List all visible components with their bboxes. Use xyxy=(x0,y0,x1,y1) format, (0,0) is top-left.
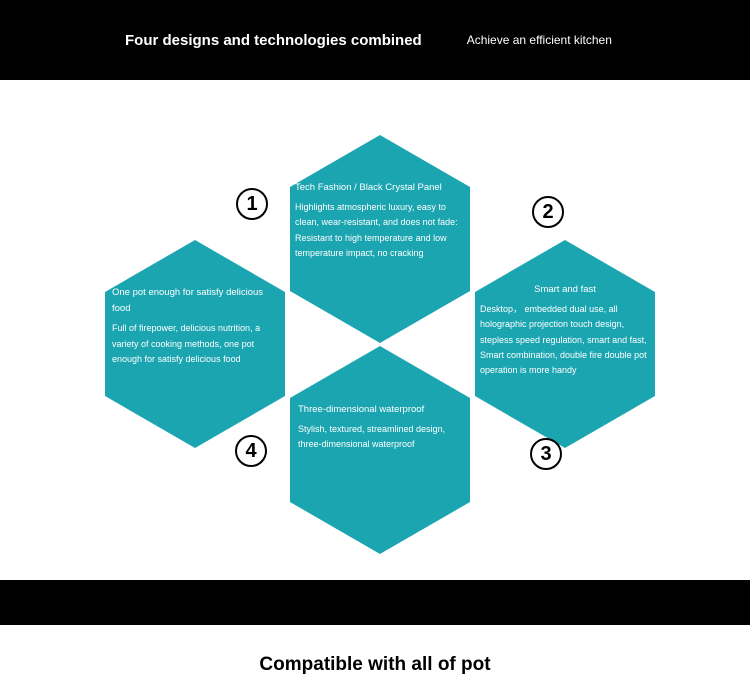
hexagon-bottom-content: Three-dimensional waterproof Stylish, te… xyxy=(298,402,468,453)
hex-top-body: Highlights atmospheric luxury, easy to c… xyxy=(295,200,465,261)
hex-bottom-title: Three-dimensional waterproof xyxy=(298,402,468,418)
circle-number-3: 3 xyxy=(530,438,562,470)
hex-top-title: Tech Fashion / Black Crystal Panel xyxy=(295,180,465,196)
hex-right-title: Smart and fast xyxy=(480,282,650,298)
hex-right-body: Desktop， embedded dual use, all holograp… xyxy=(480,302,650,378)
hex-bottom-body: Stylish, textured, streamlined design, t… xyxy=(298,422,468,453)
hex-left-title: One pot enough for satisfy delicious foo… xyxy=(112,285,282,317)
circle-number-1: 1 xyxy=(236,188,268,220)
hexagon-diagram: Tech Fashion / Black Crystal Panel Highl… xyxy=(0,80,750,610)
hexagon-left-content: One pot enough for satisfy delicious foo… xyxy=(112,285,282,367)
circle-number-2: 2 xyxy=(532,196,564,228)
header-bar: Four designs and technologies combined A… xyxy=(0,0,750,80)
header-subtitle: Achieve an efficient kitchen xyxy=(467,33,612,47)
bottom-title: Compatible with all of pot xyxy=(0,638,750,676)
header-title: Four designs and technologies combined xyxy=(125,32,422,49)
hex-left-body: Full of firepower, delicious nutrition, … xyxy=(112,321,282,367)
footer-bar xyxy=(0,580,750,625)
circle-number-4: 4 xyxy=(235,435,267,467)
hexagon-top-content: Tech Fashion / Black Crystal Panel Highl… xyxy=(295,180,465,261)
hexagon-right-content: Smart and fast Desktop， embedded dual us… xyxy=(480,282,650,379)
